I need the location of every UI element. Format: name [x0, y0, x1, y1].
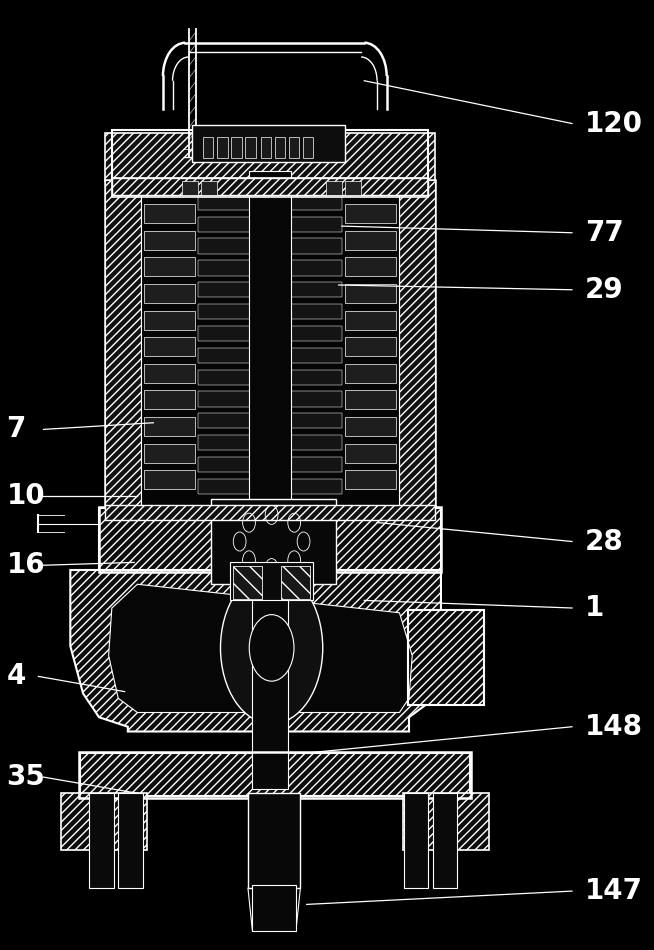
Bar	[198, 457, 342, 472]
Bar	[99, 508, 441, 570]
Bar	[198, 195, 342, 210]
Bar	[105, 180, 141, 513]
Bar	[198, 238, 342, 254]
Bar	[345, 257, 396, 276]
Bar	[144, 470, 195, 489]
Bar	[217, 137, 228, 158]
Bar	[252, 885, 296, 931]
Bar	[198, 479, 342, 494]
Text: 4: 4	[7, 662, 26, 691]
Bar	[233, 566, 262, 598]
Bar	[230, 562, 313, 600]
Bar	[118, 793, 143, 888]
Bar	[144, 257, 195, 276]
Bar	[248, 793, 300, 888]
Text: 147: 147	[585, 877, 643, 905]
Bar	[144, 204, 195, 223]
Bar	[182, 181, 198, 195]
Bar	[281, 566, 310, 598]
Text: 10: 10	[7, 482, 45, 510]
Bar	[105, 133, 434, 180]
Bar	[144, 337, 195, 356]
Bar	[198, 435, 342, 450]
Bar	[326, 181, 342, 195]
Text: 7: 7	[7, 415, 26, 444]
Bar	[144, 364, 195, 383]
Bar	[407, 610, 485, 705]
Bar	[281, 566, 310, 598]
Bar	[345, 284, 396, 303]
Bar	[345, 337, 396, 356]
Bar	[144, 444, 195, 463]
Bar	[198, 391, 342, 407]
Bar	[345, 311, 396, 330]
Text: 148: 148	[585, 712, 643, 741]
Bar	[345, 231, 396, 250]
Bar	[198, 282, 342, 297]
Text: 120: 120	[585, 109, 643, 138]
Bar	[80, 753, 470, 796]
Bar	[99, 507, 441, 572]
Bar	[192, 125, 345, 162]
Bar	[198, 370, 342, 385]
Bar	[198, 413, 342, 428]
Bar	[345, 470, 396, 489]
Bar	[345, 364, 396, 383]
Bar	[90, 793, 114, 888]
Text: 35: 35	[7, 763, 45, 791]
Bar	[345, 417, 396, 436]
Bar	[144, 311, 195, 330]
Bar	[198, 326, 342, 341]
Bar	[345, 181, 361, 195]
Bar	[112, 178, 428, 197]
Bar	[404, 793, 428, 888]
Bar	[198, 260, 342, 276]
Bar	[233, 566, 262, 598]
Bar	[198, 304, 342, 319]
Circle shape	[220, 572, 322, 724]
Bar	[249, 171, 291, 522]
Bar	[303, 137, 313, 158]
Bar	[289, 137, 299, 158]
Bar	[407, 610, 485, 705]
Polygon shape	[109, 584, 412, 712]
Bar	[433, 793, 457, 888]
Bar	[198, 217, 342, 232]
Bar	[144, 417, 195, 436]
Bar	[400, 180, 434, 513]
Bar	[403, 793, 489, 850]
Bar	[261, 137, 271, 158]
Text: 16: 16	[7, 551, 45, 580]
Bar	[112, 130, 428, 185]
Bar	[198, 348, 342, 363]
Bar	[78, 752, 471, 798]
Text: 28: 28	[585, 527, 623, 556]
Bar	[144, 231, 195, 250]
Bar	[141, 185, 400, 508]
Bar	[345, 204, 396, 223]
Text: 77: 77	[585, 218, 623, 247]
Bar	[275, 137, 285, 158]
Bar	[105, 180, 434, 513]
Bar	[211, 499, 336, 584]
Bar	[201, 181, 217, 195]
Text: 1: 1	[585, 594, 604, 622]
Bar	[61, 793, 147, 850]
Bar	[345, 390, 396, 409]
Bar	[112, 178, 428, 195]
Bar	[203, 137, 213, 158]
Bar	[144, 390, 195, 409]
Bar	[245, 137, 256, 158]
Bar	[252, 565, 288, 788]
Bar	[144, 284, 195, 303]
Text: 29: 29	[585, 276, 623, 304]
Polygon shape	[70, 570, 441, 732]
Bar	[345, 444, 396, 463]
Bar	[232, 137, 241, 158]
Circle shape	[249, 615, 294, 681]
Bar	[105, 505, 434, 520]
